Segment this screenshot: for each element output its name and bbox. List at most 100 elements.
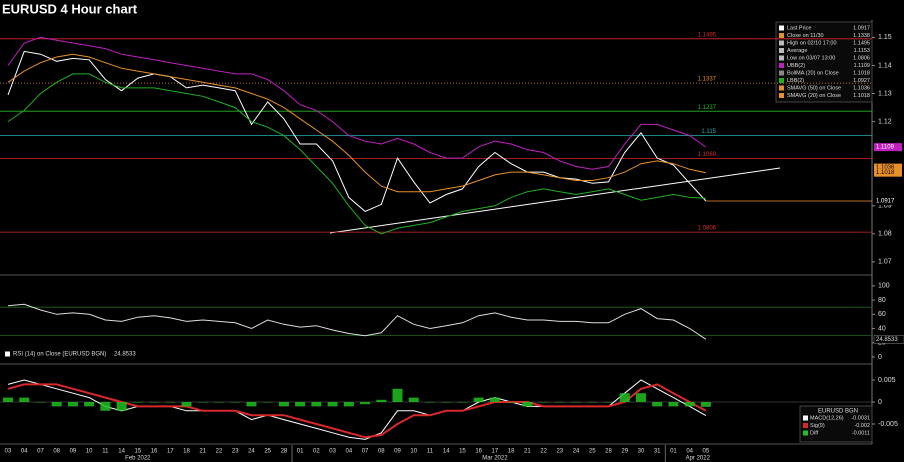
legend-value: 1.1018 xyxy=(853,93,870,99)
legend-label: Last Price xyxy=(787,25,811,31)
bar xyxy=(554,401,565,403)
legend-label: Low on 03/07 13:00 xyxy=(787,55,835,61)
bar xyxy=(635,393,646,402)
legend-swatch xyxy=(803,430,808,436)
month-label: Mar 2022 xyxy=(482,456,508,462)
x-tick-label: 14 xyxy=(443,449,450,455)
x-tick-label: 18 xyxy=(183,449,190,455)
legend-swatch xyxy=(779,33,784,38)
legend-label: SMAVG (20) on Close xyxy=(787,93,841,99)
bar xyxy=(360,401,371,405)
bar xyxy=(522,401,533,407)
bar xyxy=(392,388,403,402)
legend-swatch xyxy=(803,415,808,421)
legend-value: -0.0011 xyxy=(852,430,870,436)
x-tick-label: 04 xyxy=(21,449,28,455)
x-tick-label: 23 xyxy=(556,449,563,455)
y-tick-label: 0 xyxy=(878,399,882,406)
bar xyxy=(603,401,614,403)
bar xyxy=(262,401,273,403)
x-tick-label: 15 xyxy=(459,449,466,455)
legend-value: 1.1338 xyxy=(853,33,870,39)
axis-tag-label: 1.1036 xyxy=(876,165,895,171)
bar xyxy=(619,393,630,402)
x-tick-label: 28 xyxy=(281,449,288,455)
x-tick-label: 24 xyxy=(248,449,255,455)
legend-label: UBB(2) xyxy=(787,63,805,69)
legend-swatch xyxy=(779,55,784,61)
level-label: 1.1069 xyxy=(698,152,717,158)
legend-swatch xyxy=(779,40,784,46)
bar xyxy=(197,401,208,403)
axis-tag-label: 1.1109 xyxy=(876,145,895,151)
x-tick-label: 30 xyxy=(638,449,645,455)
x-tick-label: 17 xyxy=(167,449,174,455)
legend-value: 1.0927 xyxy=(853,78,870,84)
x-tick-label: 01 xyxy=(297,449,304,455)
bar xyxy=(700,401,711,407)
x-tick-label: 03 xyxy=(329,449,336,455)
x-tick-label: 25 xyxy=(264,449,271,455)
axis-tag-label: 1.0917 xyxy=(876,199,895,205)
y-tick-label: 40 xyxy=(878,325,886,332)
x-tick-label: 24 xyxy=(573,449,580,455)
bar xyxy=(19,397,30,402)
y-tick-label: -0.005 xyxy=(878,421,898,428)
bar xyxy=(84,401,95,407)
bar xyxy=(311,401,322,407)
legend-label: Average xyxy=(787,48,807,54)
legend-swatch xyxy=(5,351,10,357)
legend-value: 1.0806 xyxy=(853,55,870,61)
x-tick-label: 23 xyxy=(232,449,239,455)
level-label: 1.0806 xyxy=(698,226,717,232)
axis-tag xyxy=(873,335,904,344)
x-tick-label: 28 xyxy=(605,449,612,455)
y-tick-label: 1.07 xyxy=(878,259,892,266)
legend-label: High on 02/10 17:00 xyxy=(787,40,837,46)
legend-box xyxy=(775,21,873,103)
bar xyxy=(489,397,500,402)
y-tick-label: 60 xyxy=(878,311,886,318)
bar xyxy=(149,401,160,403)
x-tick-label: 22 xyxy=(216,449,223,455)
bar xyxy=(668,401,679,407)
level-label: 1.115 xyxy=(701,129,716,135)
legend-swatch xyxy=(779,70,784,76)
chart-title: EURUSD 4 Hour chart xyxy=(2,1,138,16)
legend-box xyxy=(799,405,873,443)
x-tick-label: 09 xyxy=(70,449,77,455)
y-tick-label: 1.14 xyxy=(878,62,892,69)
legend-value: 1.1018 xyxy=(853,70,870,76)
axis-tag-label: 24.8533 xyxy=(876,337,898,343)
legend-value: 1.1495 xyxy=(853,40,870,46)
y-tick-label: 1.13 xyxy=(878,90,892,97)
y-tick-label: 0 xyxy=(878,354,882,361)
y-tick-label: 1.08 xyxy=(878,231,892,238)
x-tick-label: 31 xyxy=(654,449,661,455)
bar xyxy=(230,401,241,403)
series-line xyxy=(7,53,707,193)
bar xyxy=(132,401,143,403)
bar xyxy=(652,401,663,407)
x-tick-label: 16 xyxy=(475,449,482,455)
bar xyxy=(424,401,435,403)
axis-tag xyxy=(874,168,902,177)
axis-tag xyxy=(874,163,902,172)
x-tick-label: 25 xyxy=(589,449,596,455)
x-tick-label: 09 xyxy=(394,449,401,455)
legend-value: 1.0917 xyxy=(853,25,870,31)
x-tick-label: 07 xyxy=(362,449,369,455)
x-tick-label: 11 xyxy=(427,449,434,455)
legend-value: -0.0031 xyxy=(851,415,870,421)
legend-value: 1.1109 xyxy=(854,63,870,69)
bar xyxy=(116,401,127,411)
legend-label: Diff xyxy=(810,430,819,436)
month-label: Feb 2022 xyxy=(125,456,151,462)
axis-tag-label: 1.1018 xyxy=(876,170,895,176)
level-label: 1.1495 xyxy=(698,32,717,38)
x-tick-label: 11 xyxy=(102,449,109,455)
bar xyxy=(376,399,387,402)
bar xyxy=(181,401,192,407)
bar xyxy=(327,401,338,407)
